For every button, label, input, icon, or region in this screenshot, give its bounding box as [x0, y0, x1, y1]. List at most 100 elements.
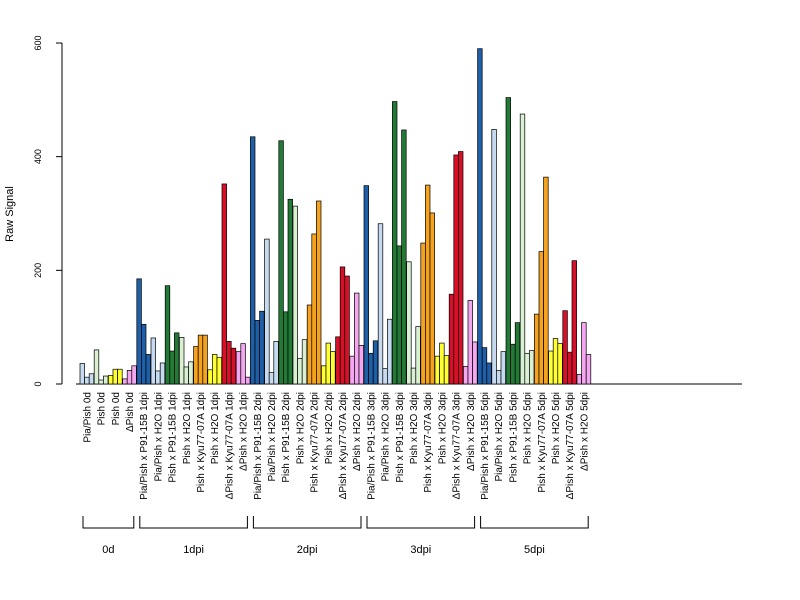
- bar: [434, 355, 440, 385]
- bar: [179, 337, 185, 385]
- bar: [453, 154, 459, 385]
- group-bracket: [139, 516, 248, 529]
- bar: [202, 334, 208, 385]
- bar: [534, 313, 540, 385]
- bar: [108, 375, 114, 385]
- y-tick-label: 200: [33, 263, 43, 278]
- bar: [264, 238, 270, 385]
- bar: [477, 48, 483, 385]
- bar: [112, 368, 118, 385]
- bar: [377, 223, 384, 385]
- bar: [169, 350, 175, 385]
- bar: [368, 352, 374, 385]
- bar: [174, 332, 180, 385]
- bar: [268, 372, 275, 385]
- group-label: 1dpi: [183, 544, 204, 556]
- bar: [155, 370, 161, 385]
- bar: [283, 311, 289, 385]
- x-tick-label: Pia/Pish x P91-15B 3dpi: [366, 392, 377, 500]
- group-bracket: [82, 516, 135, 529]
- bar: [392, 101, 398, 385]
- y-tick-label: 0: [33, 381, 43, 386]
- bar: [529, 350, 535, 385]
- x-tick-label: ΔPish x Kyu77-07A 1dpi: [224, 392, 235, 499]
- bar: [358, 345, 364, 385]
- bar: [278, 140, 284, 385]
- x-tick-label: Pia/Pish x H2O 1dpi: [153, 392, 164, 482]
- bar: [159, 362, 166, 385]
- bar: [448, 293, 455, 385]
- bar: [472, 341, 478, 385]
- bar: [372, 340, 379, 385]
- x-tick-label: Pish x Kyu77-07A 5dpi: [537, 392, 548, 493]
- bar: [458, 151, 464, 385]
- bar: [500, 351, 506, 385]
- bar: [316, 200, 322, 385]
- y-tick-label: 400: [33, 149, 43, 164]
- bar: [150, 337, 156, 385]
- bar: [552, 338, 559, 385]
- bar: [321, 365, 327, 385]
- bar: [240, 343, 246, 385]
- bar: [514, 322, 521, 385]
- bar: [463, 366, 469, 385]
- group-label: 0d: [102, 544, 114, 556]
- bar: [543, 176, 549, 385]
- x-tick-label: Pish x P91-15B 5dpi: [508, 392, 519, 483]
- x-axis-labels: Pia/Pish 0d Pish 0d Pish 0d ΔPish 0d Pia/Pis…: [82, 392, 590, 500]
- bar: [126, 370, 133, 385]
- bars: [79, 48, 592, 385]
- x-tick-label: Pia/Pish 0d: [82, 392, 93, 443]
- group-bracket: [252, 516, 362, 529]
- x-tick-label: ΔPish x Kyu77-07A 5dpi: [565, 392, 576, 499]
- x-tick-label: Pish x H2O 5dpi: [523, 392, 534, 464]
- bar: [339, 266, 346, 385]
- group-brackets: 0d 1dpi 2dpi 3dpi 5dpi: [82, 516, 589, 556]
- bar: [505, 97, 511, 385]
- bar: [443, 355, 450, 385]
- bar: [354, 292, 360, 385]
- bar: [510, 343, 516, 385]
- bar: [164, 285, 171, 385]
- x-tick-label: Pish x P91-15B 2dpi: [281, 392, 292, 483]
- group-label: 5dpi: [524, 544, 545, 556]
- bar: [425, 184, 431, 385]
- bar: [122, 378, 128, 385]
- bar: [481, 347, 488, 385]
- group-bracket: [480, 516, 589, 529]
- bar: [226, 341, 232, 385]
- bar: [250, 136, 256, 385]
- bar: [245, 376, 251, 385]
- bar: [344, 275, 350, 385]
- y-axis-title: Raw Signal: [4, 186, 16, 242]
- bar: [491, 129, 497, 385]
- bar: [117, 368, 123, 385]
- x-tick-label: Pish x H2O 5dpi: [551, 392, 562, 464]
- bar: [88, 373, 95, 385]
- bar: [254, 320, 260, 385]
- y-tick-label: 600: [33, 35, 43, 50]
- bar: [136, 278, 142, 385]
- bar: [325, 342, 331, 385]
- bar: [79, 363, 85, 385]
- bar: [273, 341, 279, 385]
- bar: [439, 342, 445, 385]
- group-bracket: [366, 516, 476, 529]
- bar: [387, 318, 393, 385]
- x-tick-label: ΔPish x H2O 2dpi: [352, 392, 363, 471]
- bar: [401, 129, 407, 385]
- bar: [524, 352, 530, 385]
- bar: [301, 339, 308, 385]
- group-label: 3dpi: [410, 544, 431, 556]
- x-tick-label: Pish x H2O 1dpi: [210, 392, 221, 464]
- x-tick-label: Pish x Kyu77-07A 3dpi: [423, 392, 434, 493]
- bar: [207, 369, 213, 385]
- bar: [98, 379, 104, 385]
- bar: [382, 368, 388, 385]
- bar: [330, 351, 336, 385]
- bar: [259, 310, 265, 385]
- bar: [335, 336, 341, 385]
- x-tick-label: ΔPish x H2O 5dpi: [579, 392, 590, 471]
- bar: [538, 251, 544, 385]
